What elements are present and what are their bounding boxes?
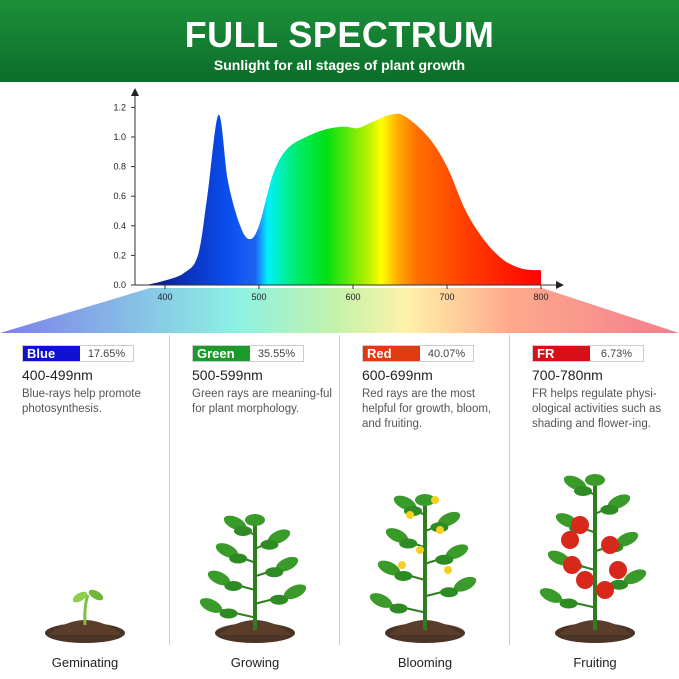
band-badge: Red 40.07% — [362, 345, 474, 362]
growth-stage-label: Growing — [230, 655, 280, 670]
band-range: 400-499nm — [22, 367, 93, 383]
band-percent: 35.55% — [257, 348, 296, 360]
y-tick-label: 1.0 — [113, 132, 126, 142]
spectrum-chart: 400 500 600 700 800 0.0 0.2 0.4 0.6 0.8 1.0 1.2 — [0, 88, 679, 333]
band-percent: 40.07% — [427, 348, 466, 360]
band-description: FR helps regulate physi-ological activit… — [532, 388, 662, 430]
band-column-green: Green 35.55% 500-599nm Green rays are mea… — [170, 335, 340, 645]
band-percent: 17.65% — [87, 348, 126, 360]
band-badge: FR 6.73% — [532, 345, 644, 362]
band-column-blue: Blue 17.65% 400-499nm Blue-rays help prom… — [0, 335, 170, 645]
band-column-fr: FR 6.73% 700-780nm FR helps regulate phys… — [510, 335, 679, 645]
x-axis-arrow — [556, 281, 564, 289]
x-tick-label: 600 — [345, 292, 360, 302]
band-description: Red rays are the most helpful for growth… — [362, 388, 492, 430]
spectrum-area — [146, 113, 541, 285]
x-tick-label: 400 — [157, 292, 172, 302]
growth-stage-label: Fruiting — [573, 655, 617, 670]
band-name: Green — [193, 346, 250, 361]
band-percent: 6.73% — [600, 348, 633, 360]
x-tick-label: 800 — [533, 292, 548, 302]
y-tick-label: 0.6 — [113, 191, 126, 201]
band-range: 500-599nm — [192, 367, 263, 383]
x-tick-label: 500 — [251, 292, 266, 302]
y-tick-label: 0.4 — [113, 221, 126, 231]
plant-illustration — [199, 514, 307, 643]
band-name: Red — [363, 346, 420, 361]
band-range: 700-780nm — [532, 367, 603, 383]
header-banner: FULL SPECTRUM Sunlight for all stages of… — [0, 0, 679, 82]
page-subtitle: Sunlight for all stages of plant growth — [213, 57, 466, 73]
band-description: Blue-rays help promote photosynthesis. — [22, 388, 141, 415]
band-description: Green rays are meaning-ful for plant mor… — [192, 388, 332, 415]
y-axis-arrow — [131, 88, 139, 96]
growth-stage-label: Blooming — [397, 655, 453, 670]
band-range: 600-699nm — [362, 367, 433, 383]
band-column-red: Red 40.07% 600-699nm Red rays are the mos… — [340, 335, 510, 645]
plant-illustration — [369, 494, 477, 643]
band-name: Blue — [23, 346, 80, 361]
band-badge: Blue 17.65% — [22, 345, 134, 362]
x-tick-label: 700 — [439, 292, 454, 302]
y-tick-label: 1.2 — [113, 102, 126, 112]
page-title: FULL SPECTRUM — [184, 14, 495, 55]
plant-illustration — [539, 474, 647, 643]
y-tick-label: 0.0 — [113, 280, 126, 290]
band-badge: Green 35.55% — [192, 345, 304, 362]
band-name: FR — [533, 346, 590, 361]
y-tick-label: 0.8 — [113, 162, 126, 172]
plant-illustration — [45, 589, 125, 643]
growth-stage-label: Geminating — [51, 655, 119, 670]
spectrum-projection — [0, 288, 679, 333]
y-tick-label: 0.2 — [113, 250, 126, 260]
